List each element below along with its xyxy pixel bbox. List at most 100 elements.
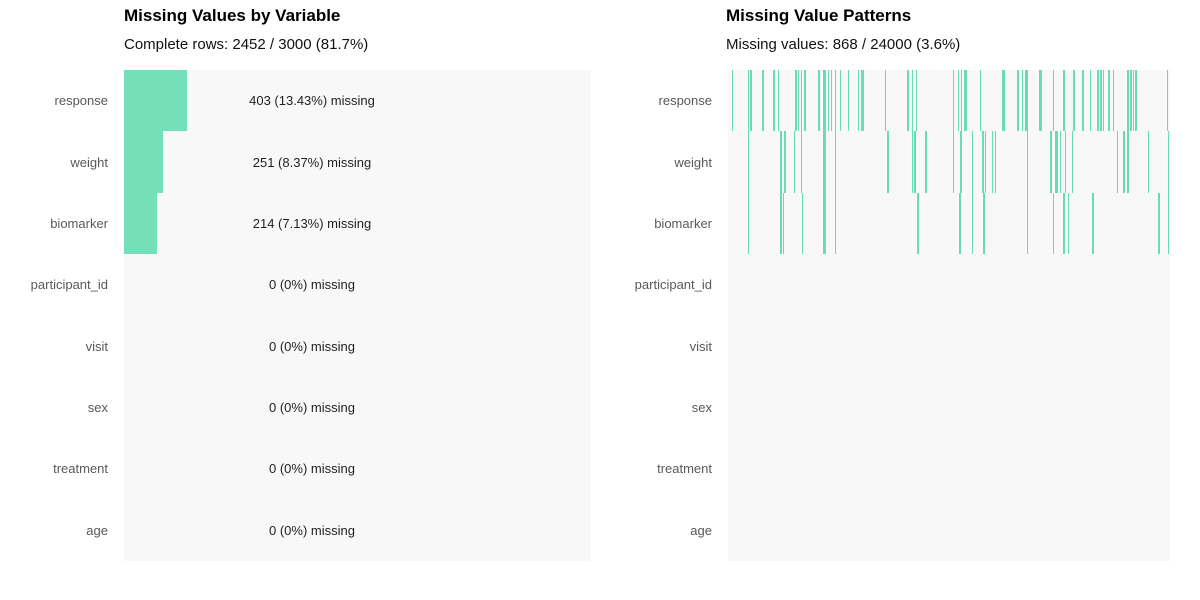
missing-cell-line: [915, 70, 918, 132]
missing-cell-line: [1127, 70, 1129, 132]
missing-cell-line: [1067, 192, 1070, 255]
missing-cell-line: [1123, 131, 1125, 193]
missing-cell-line: [911, 131, 914, 193]
missing-cell-line: [1135, 70, 1137, 132]
pattern-row-weight: [728, 131, 1170, 193]
bar-row-age: 0 (0%) missing: [124, 500, 591, 561]
left-chart-title: Missing Values by Variable: [124, 6, 341, 25]
missing-cell-line: [1056, 131, 1059, 193]
missing-cell-line: [793, 131, 796, 193]
missing-cell-line: [1055, 131, 1057, 193]
y-axis-label-biomarker: biomarker: [50, 215, 108, 231]
missing-cell-line: [830, 70, 833, 132]
missing-cell-line: [1127, 131, 1129, 193]
pattern-row-sex: [728, 377, 1170, 438]
missing-cell-line: [960, 70, 963, 132]
missing-cell-line: [823, 131, 825, 193]
missing-cell-line: [1100, 70, 1102, 132]
pattern-row-treatment: [728, 438, 1170, 499]
y-axis-label-age: age: [86, 522, 108, 538]
missing-cell-line: [827, 70, 830, 132]
missing-cell-line: [914, 131, 916, 193]
missing-cell-line: [957, 70, 960, 132]
missing-cell-line: [984, 131, 987, 193]
missing-cell-line: [925, 131, 927, 193]
y-axis-label-participant_id: participant_id: [634, 277, 712, 293]
missing-cell-line: [1017, 70, 1019, 132]
missing-cell-line: [762, 70, 764, 132]
missing-cell-line: [1052, 70, 1055, 132]
missing-cell-line: [1112, 70, 1115, 132]
missing-cell-line: [1052, 192, 1055, 255]
missing-cell-line: [1026, 192, 1029, 255]
missing-cell-line: [1102, 70, 1105, 132]
missing-cell-line: [747, 192, 750, 255]
missing-cell-line: [834, 192, 837, 255]
missing-cell-line: [1040, 70, 1043, 132]
y-axis-label-visit: visit: [689, 338, 712, 354]
missing-cell-line: [1063, 70, 1065, 132]
missing-cell-line: [1050, 131, 1052, 193]
missing-cell-line: [959, 192, 961, 255]
missing-cell-line: [780, 131, 782, 193]
missing-cell-line: [982, 131, 984, 193]
missing-cell-line: [1025, 70, 1027, 132]
missing-cell-line: [960, 131, 962, 193]
missing-cell-line: [1132, 70, 1135, 132]
missing-cell-line: [823, 70, 825, 132]
missing-cell-line: [818, 70, 820, 132]
missing-cell-line: [1167, 131, 1170, 193]
missing-cell-line: [1130, 70, 1132, 132]
y-axis-label-treatment: treatment: [53, 461, 108, 477]
missing-bar-response: [124, 70, 187, 132]
missing-cell-line: [824, 192, 827, 255]
pattern-row-biomarker: [728, 192, 1170, 255]
missing-count-label-age: 0 (0%) missing: [269, 522, 355, 538]
bar-row-sex: 0 (0%) missing: [124, 377, 591, 438]
missing-cell-line: [1147, 131, 1150, 193]
y-axis-label-biomarker: biomarker: [654, 215, 712, 231]
pattern-row-participant_id: [728, 254, 1170, 315]
missing-cell-line: [1063, 192, 1065, 255]
missing-cell-line: [1026, 131, 1029, 193]
missing-cell-line: [861, 70, 863, 132]
missing-count-label-treatment: 0 (0%) missing: [269, 461, 355, 477]
bar-row-weight: 251 (8.37%) missing: [124, 131, 591, 193]
missing-cell-line: [971, 192, 974, 255]
missing-cell-line: [1021, 70, 1024, 132]
missing-cell-line: [911, 70, 914, 132]
missing-cell-line: [847, 70, 850, 132]
missing-cell-line: [952, 70, 955, 132]
missing-cell-line: [834, 70, 837, 132]
missing-cell-line: [965, 70, 968, 132]
missing-cell-line: [971, 131, 974, 193]
missing-cell-line: [1059, 131, 1062, 193]
missing-count-label-sex: 0 (0%) missing: [269, 400, 355, 416]
y-axis-label-weight: weight: [674, 154, 712, 170]
right-chart-title: Missing Value Patterns: [726, 6, 912, 25]
missing-bar-biomarker: [124, 192, 158, 255]
missing-cell-line: [1108, 70, 1110, 132]
missing-cell-line: [747, 70, 750, 132]
missing-count-label-biomarker: 214 (7.13%) missing: [252, 215, 372, 231]
missing-cell-line: [964, 70, 966, 132]
bar-row-biomarker: 214 (7.13%) missing: [124, 192, 591, 255]
missing-cell-line: [800, 131, 803, 193]
y-axis-label-response: response: [658, 93, 712, 109]
pattern-row-response: [728, 70, 1170, 132]
missing-cell-line: [1071, 131, 1074, 193]
missing-count-label-visit: 0 (0%) missing: [269, 338, 355, 354]
bar-row-response: 403 (13.43%) missing: [124, 70, 591, 132]
missing-cell-line: [784, 131, 786, 193]
bar-row-visit: 0 (0%) missing: [124, 316, 591, 377]
missing-cell-line: [824, 131, 827, 193]
missing-cell-line: [1082, 70, 1084, 132]
missing-cell-line: [1089, 70, 1092, 132]
missing-cell-line: [1064, 131, 1067, 193]
missing-cell-line: [800, 70, 803, 132]
missing-cell-line: [824, 70, 827, 132]
left-chart-subtitle: Complete rows: 2452 / 3000 (81.7%): [124, 36, 369, 53]
missing-cell-line: [731, 70, 734, 132]
